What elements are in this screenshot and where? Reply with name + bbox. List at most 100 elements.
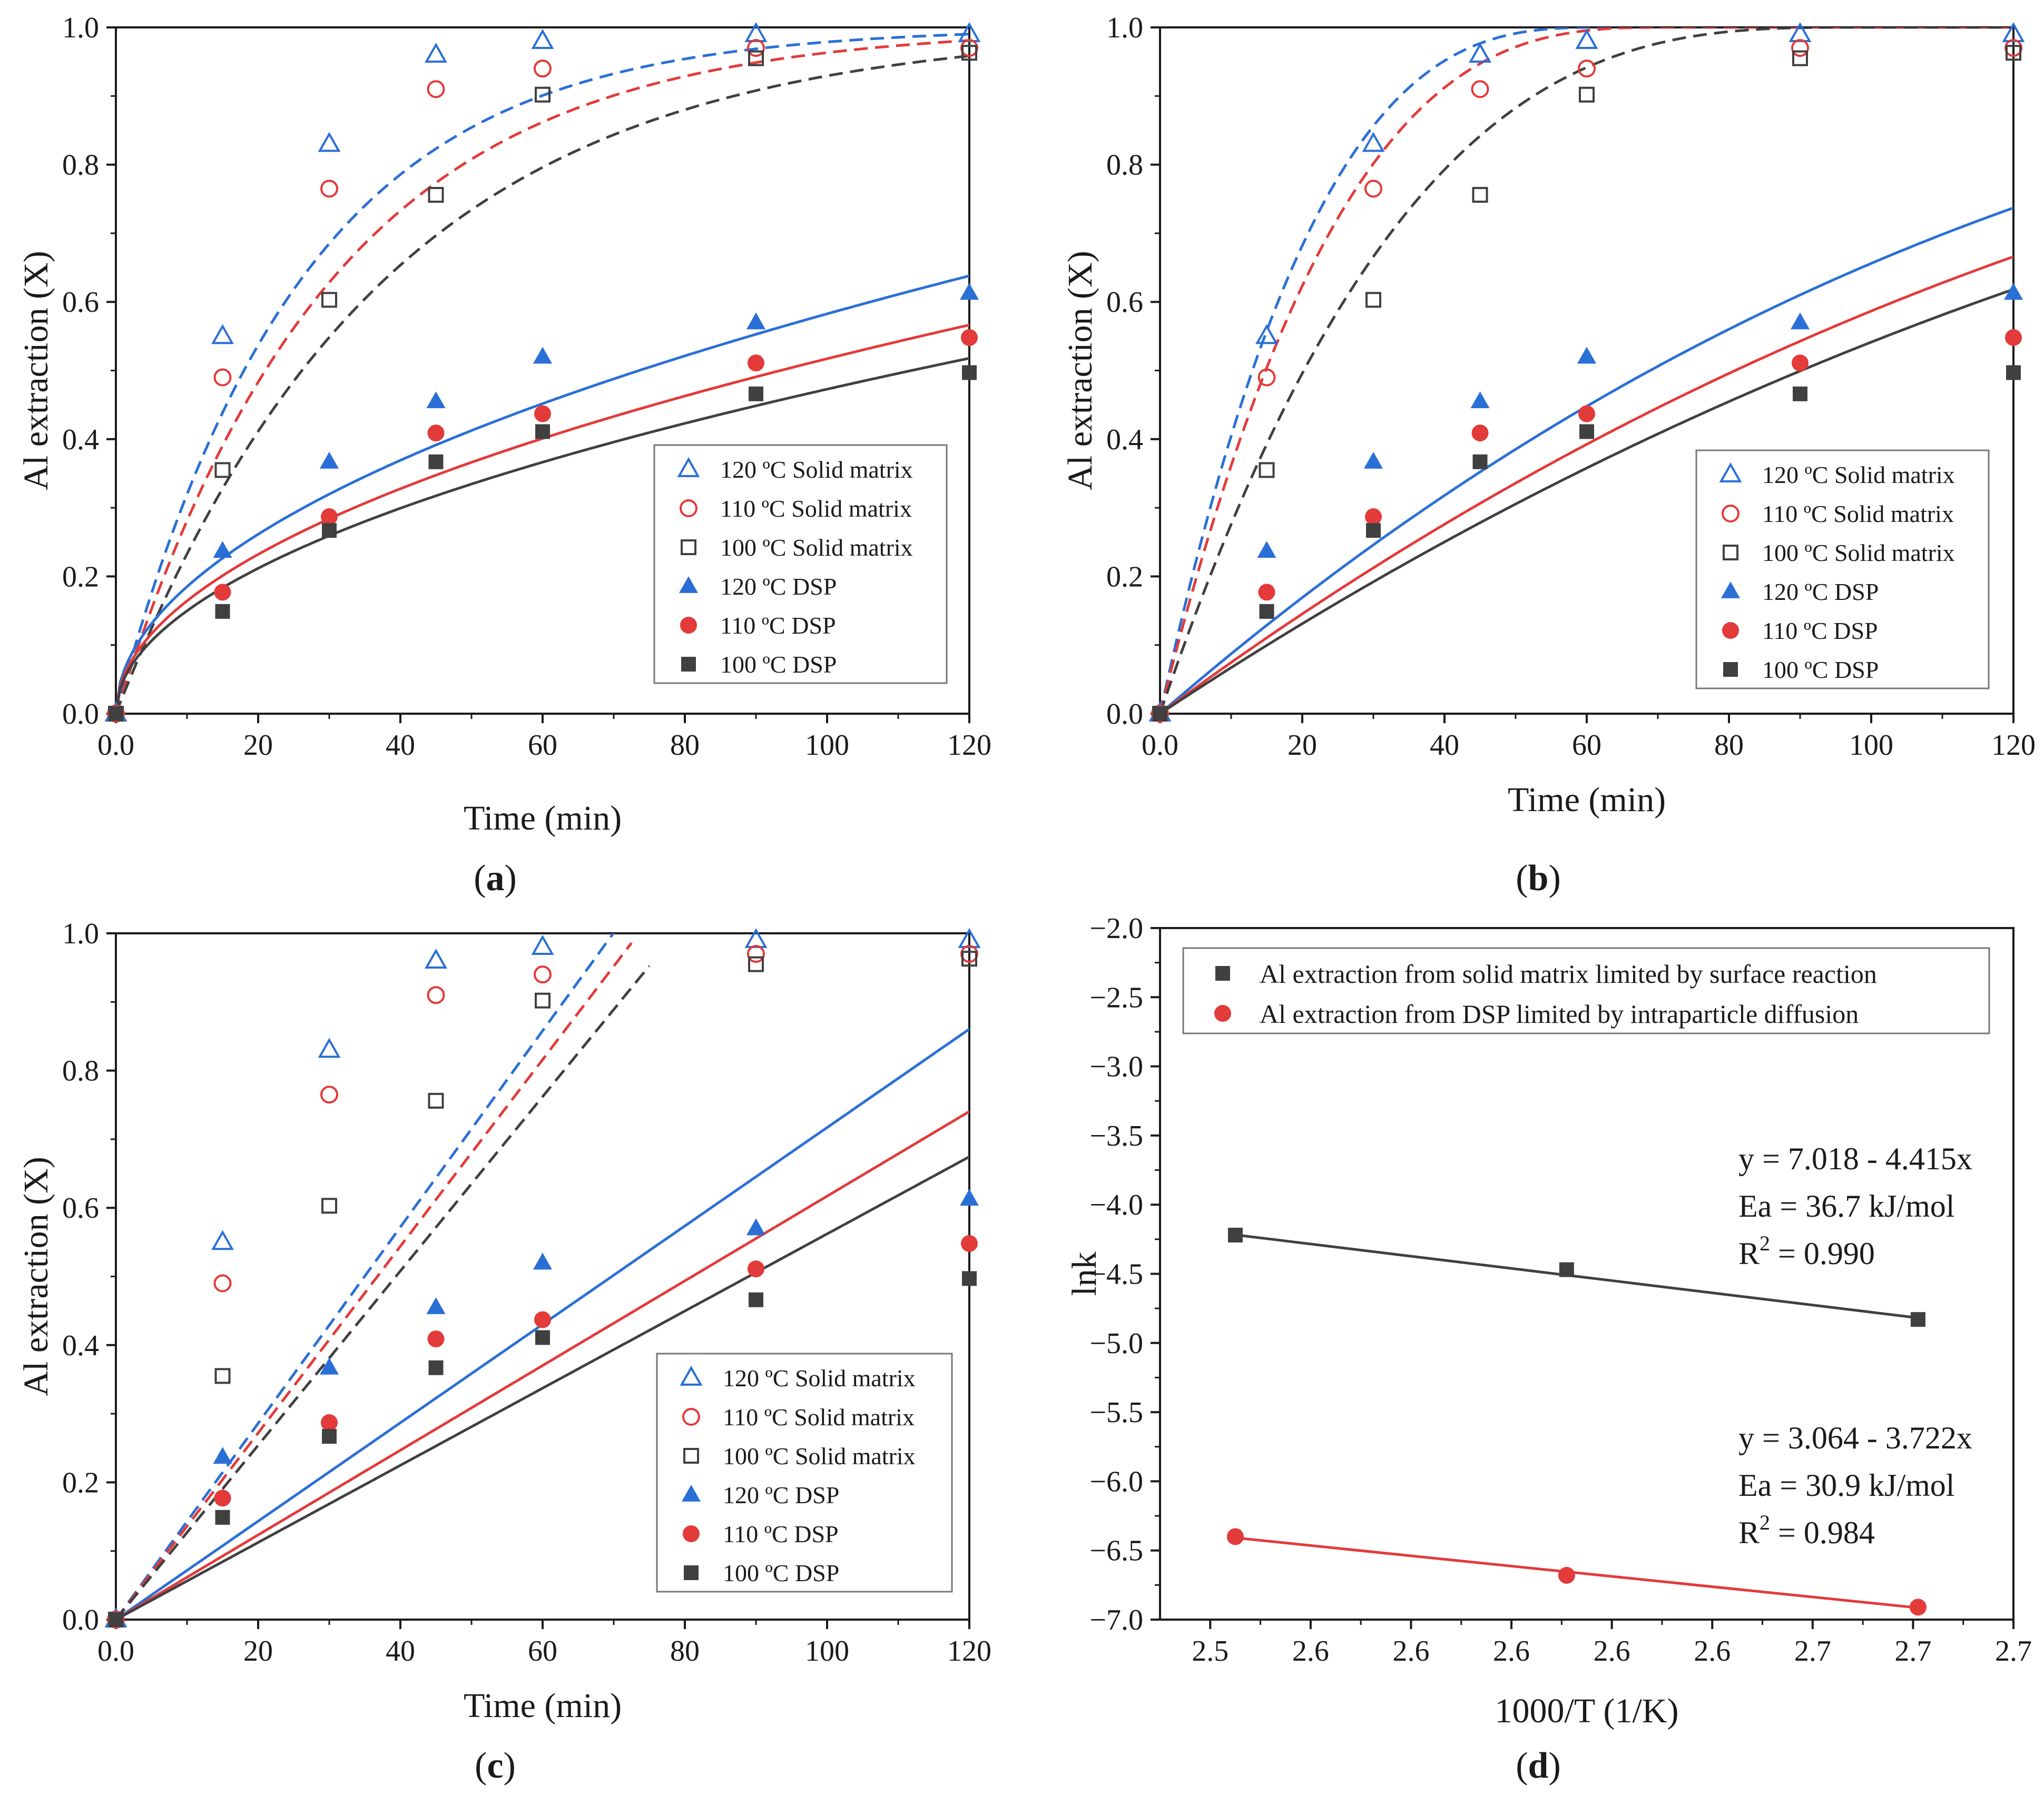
data-point-c-5 [428,1360,444,1375]
legend-label-b-5: 100 ºC DSP [1762,656,1879,683]
data-point-a-3 [426,391,446,409]
data-point-c-0 [425,949,447,969]
data-point-d-0 [1227,1227,1243,1242]
data-point-a-1 [213,368,232,387]
panel-label-d: (d) [1516,1745,1561,1786]
data-point-c-3 [533,1252,553,1270]
y-axis-label-c: Al extraction (X) [17,1157,55,1396]
fit-curve-a-3 [116,274,969,714]
legend-marker-a-3 [679,576,699,593]
panel-d: 2.5 2.6 2.6 2.6 2.6 2.6 2.7 2.7 2.7 −2.0 −2.5 −3.0 −… [1065,912,2032,1786]
data-point-c-5 [322,1429,337,1444]
fit-curve-b-5 [1160,288,2013,714]
data-point-c-4 [214,1490,231,1507]
legend-label-c-5: 100 ºC DSP [723,1560,839,1586]
data-point-a-4 [427,425,445,442]
panel-letter-d: d [1528,1745,1549,1786]
x-tick-label-a: 100 [805,729,849,762]
y-tick-label-c: 0.0 [62,1604,99,1636]
y-tick-label-d: −3.0 [1089,1051,1143,1083]
data-point-a-4 [214,584,231,601]
data-point-a-4 [534,405,551,422]
legend-label-b-4: 110 ºC DSP [1762,617,1878,644]
legend-marker-c-1 [682,1408,700,1426]
panel-a: 0.0 20 40 60 80 100 120 0.0 0.2 0.4 0.6 0.8 1.0 Time … [17,12,991,899]
fit-line-d-1 [1235,1536,1919,1610]
data-point-b-2 [1579,86,1595,103]
x-tick-label-c: 0.0 [97,1635,134,1668]
x-tick-label-d: 2.6 [1493,1635,1530,1668]
plot-area-a [116,33,969,714]
fit-curve-c-4 [116,1110,969,1620]
data-point-a-3 [213,541,232,558]
legend-marker-c-0 [680,1365,703,1386]
data-point-b-2 [2006,45,2021,61]
fit-equation-1: y = 3.064 - 3.722x [1738,1421,1972,1455]
legend-marker-c-3 [681,1485,701,1502]
data-point-a-4 [961,329,978,346]
y-tick-label-d: −4.0 [1089,1189,1143,1221]
x-tick-label-c: 120 [947,1635,991,1668]
data-point-b-4 [1471,425,1489,442]
x-tick-label-d: 2.6 [1694,1635,1731,1668]
data-point-b-4 [1578,405,1595,422]
x-tick-label-a: 120 [947,729,991,762]
legend-label-a-4: 110 ºC DSP [720,612,836,639]
data-point-a-3 [959,283,979,300]
data-point-a-5 [962,365,977,380]
y-tick-label-d: −7.0 [1089,1604,1143,1636]
data-point-b-1 [1364,180,1382,198]
data-point-a-3 [319,451,339,469]
y-tick-label-c: 0.6 [62,1192,99,1225]
y-tick-label-a: 0.2 [62,560,99,593]
fit-curve-b-0 [1160,27,2013,714]
legend-label-b-1: 110 ºC Solid matrix [1762,500,1954,527]
data-point-a-4 [321,508,338,526]
legend-label-d-1: Al extraction from DSP limited by intrap… [1260,999,1859,1029]
data-point-a-0 [531,28,554,49]
data-point-a-1 [534,60,552,78]
legend-label-a-0: 120 ºC Solid matrix [720,456,913,483]
data-point-a-5 [535,424,550,439]
fit-curve-b-4 [1160,255,2013,714]
legend-label-c-4: 110 ºC DSP [723,1521,839,1547]
data-point-a-0 [318,132,341,152]
data-point-a-1 [427,80,445,98]
fit-curve-b-2 [1160,27,2013,714]
data-point-c-2 [535,992,551,1009]
panel-c: 0.0 20 40 60 80 100 120 0.0 0.2 0.4 0.6 0.8 1.0 Time … [17,918,991,1786]
x-tick-label-b: 60 [1572,729,1601,762]
fit-curve-a-0 [116,33,969,714]
data-point-c-1 [534,965,552,984]
x-tick-label-a: 20 [243,729,273,762]
legend-marker-b-4 [1722,622,1739,639]
data-point-b-5 [1793,386,1807,401]
legend-marker-b-2 [1723,545,1738,560]
data-point-a-2 [214,462,231,478]
data-point-d-0 [1910,1312,1925,1327]
data-point-b-1 [1471,80,1489,98]
x-tick-label-b: 80 [1714,729,1744,762]
y-tick-label-d: −5.0 [1089,1327,1143,1360]
x-tick-label-c: 60 [528,1635,557,1668]
y-axis-label-a: Al extraction (X) [17,251,55,490]
data-point-c-0 [531,934,554,955]
data-point-c-1 [427,986,445,1004]
legend-label-a-1: 110 ºC Solid matrix [720,495,912,522]
fit-curve-c-2 [116,965,651,1620]
data-point-b-4 [2005,329,2022,346]
data-point-a-4 [748,354,764,372]
data-point-b-0 [1469,43,1491,63]
fit-curve-a-5 [116,357,969,714]
panel-b: 0.0 20 40 60 80 100 120 0.0 0.2 0.4 0.6 0.8 1.0 Time … [1061,12,2036,899]
y-tick-label-a: 0.4 [62,423,99,456]
data-point-a-0 [211,324,234,344]
x-tick-label-d: 2.7 [1995,1635,2032,1668]
panel-letter-a: a [486,858,505,899]
legend-marker-c-4 [683,1525,700,1542]
x-tick-label-b: 40 [1430,729,1459,762]
activation-energy-1: Ea = 30.9 kJ/mol [1738,1468,1954,1503]
y-tick-label-b: 1.0 [1106,12,1143,44]
data-point-c-4 [748,1260,764,1278]
data-point-c-0 [211,1230,234,1250]
